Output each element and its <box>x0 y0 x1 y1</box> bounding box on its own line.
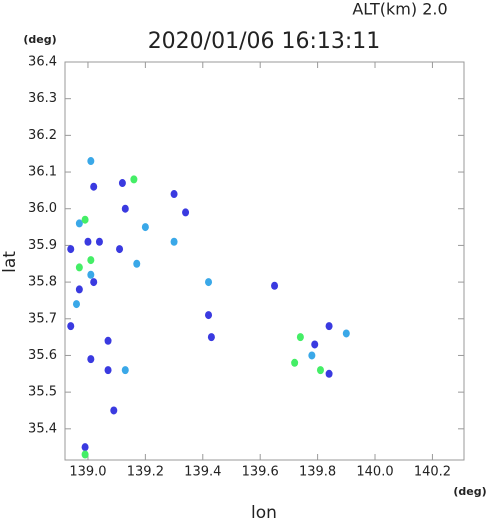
echo-blob <box>121 366 129 375</box>
echo-blob <box>87 270 95 279</box>
y-tick-label: 36.4 <box>28 55 57 70</box>
echo-blob <box>325 322 333 331</box>
echo-blob <box>75 219 83 228</box>
echo-blob <box>81 215 89 224</box>
echo-blob <box>342 329 350 338</box>
y-tick-label: 35.7 <box>28 311 57 326</box>
chart-title: 2020/01/06 16:13:11 <box>148 29 381 54</box>
x-tick-label: 139.6 <box>242 465 279 480</box>
echo-blob <box>170 237 178 246</box>
echo-blob <box>87 355 95 364</box>
y-tick-label: 36.2 <box>28 128 57 143</box>
echo-blob <box>67 322 75 331</box>
echo-blob <box>95 237 103 246</box>
altitude-label: ALT(km) 2.0 <box>352 0 447 19</box>
echo-blob <box>291 358 299 367</box>
echo-blob <box>75 263 83 272</box>
y-tick-label: 36.3 <box>28 91 57 106</box>
echo-blob <box>130 175 138 184</box>
x-unit: (deg) <box>453 485 486 498</box>
echo-blob <box>81 443 89 452</box>
y-axis-label: lat <box>0 251 20 273</box>
echo-blob <box>110 406 118 415</box>
y-tick-label: 35.6 <box>28 348 57 363</box>
echo-blob <box>75 285 83 294</box>
echo-blob <box>87 157 95 166</box>
x-tick-label: 139.8 <box>299 465 336 480</box>
echo-blob <box>271 281 279 290</box>
y-tick-label: 35.8 <box>28 275 57 290</box>
y-tick-label: 36.1 <box>28 165 57 180</box>
x-tick-label: 139.2 <box>127 465 164 480</box>
echo-blob <box>90 278 98 287</box>
echo-blob <box>118 179 126 188</box>
echo-blob <box>67 245 75 254</box>
echo-blob <box>84 237 92 246</box>
echo-blob <box>116 245 124 254</box>
plot-frame <box>64 61 465 461</box>
echo-blob <box>170 190 178 199</box>
y-tick-label: 35.5 <box>28 385 57 400</box>
echo-blob <box>90 182 98 191</box>
echo-blob <box>72 300 80 309</box>
y-tick-label: 35.9 <box>28 238 57 253</box>
y-tick-label: 35.4 <box>28 421 57 436</box>
echo-blob <box>133 259 141 268</box>
echo-blob <box>141 223 149 232</box>
x-tick-label: 139.0 <box>69 465 106 480</box>
echo-blob <box>81 450 89 459</box>
echo-blob <box>308 351 316 360</box>
x-tick-label: 140.2 <box>414 465 451 480</box>
echo-blob <box>87 256 95 265</box>
y-unit: (deg) <box>23 33 56 46</box>
echo-blob <box>104 336 112 345</box>
echo-blob <box>182 208 190 217</box>
echo-blob <box>205 278 213 287</box>
x-tick-label: 139.4 <box>184 465 221 480</box>
echo-blob <box>121 204 129 213</box>
echo-blob <box>207 333 215 342</box>
echo-blob <box>104 366 112 375</box>
echo-blob <box>316 366 324 375</box>
echo-blob <box>296 333 304 342</box>
echo-blob <box>325 369 333 378</box>
x-tick-label: 140.0 <box>356 465 393 480</box>
y-tick-label: 36.0 <box>28 201 57 216</box>
echo-blob <box>205 311 213 320</box>
echo-blob <box>311 340 319 349</box>
x-axis-label: lon <box>251 503 277 521</box>
